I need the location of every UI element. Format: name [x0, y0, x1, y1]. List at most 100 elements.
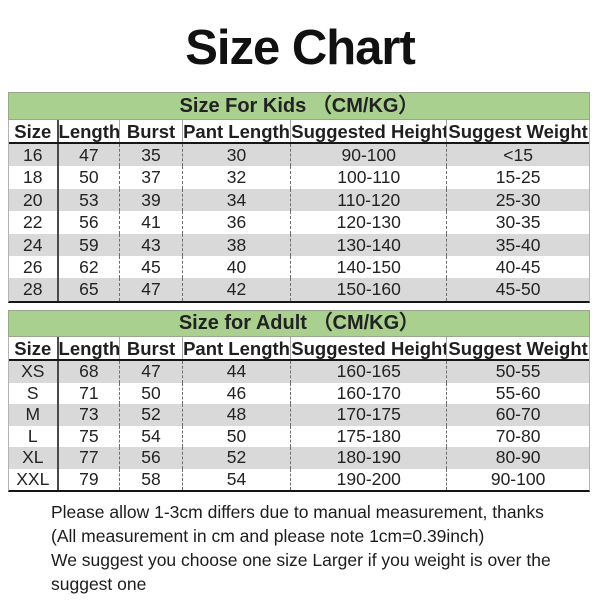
table-cell: 47: [56, 144, 120, 167]
table-cell: L: [27, 425, 38, 446]
table-cell: 39: [119, 188, 182, 212]
adult-size-table: Size for Adult （CM/KG） Size Length Burst…: [8, 310, 590, 492]
table-cell: 160-170: [290, 382, 446, 404]
table-cell: 65: [56, 278, 120, 301]
table-cell: 140-150: [290, 255, 446, 279]
table-cell: 58: [119, 468, 182, 490]
table-cell: 80-90: [446, 447, 589, 469]
table-cell: 28: [23, 279, 43, 300]
table-cell: XL: [22, 447, 44, 467]
table-cell: 40-45: [446, 255, 589, 279]
table-cell: 47: [119, 278, 182, 301]
table-cell: 53: [56, 188, 120, 212]
table-cell: S: [26, 382, 39, 403]
table-cell: 20: [23, 189, 43, 210]
table-cell: 77: [56, 447, 120, 469]
table-cell: 47: [119, 361, 182, 383]
column-header-length: Length: [56, 120, 120, 142]
table-cell: 180-190: [290, 447, 446, 469]
table-row: 22 56 41 36 120-130 30-35: [9, 211, 589, 234]
table-cell: 73: [56, 404, 120, 426]
column-header-suggest-weight: Suggest Weight: [446, 120, 589, 142]
table-cell: 32: [181, 166, 290, 189]
table-cell: 175-180: [290, 425, 446, 447]
kids-size-table: Size For Kids （CM/KG） Size Length Burst …: [8, 92, 590, 303]
table-cell: 38: [181, 233, 290, 256]
column-header-suggested-height: Suggested Height: [290, 120, 447, 142]
table-cell: 34: [181, 188, 290, 212]
table-cell: 16: [23, 145, 43, 165]
table-cell: 30-35: [446, 211, 589, 234]
column-header-burst: Burst: [119, 337, 182, 359]
table-cell: 54: [119, 425, 182, 447]
table-row: 24 59 43 38 130-140 35-40: [9, 233, 589, 256]
column-header-pant-length: Pant Length: [181, 337, 290, 359]
table-cell: 190-200: [290, 468, 446, 490]
table-cell: 43: [119, 233, 182, 256]
table-cell: 75: [56, 425, 120, 447]
table-cell: XS: [21, 361, 45, 381]
table-cell: 100-110: [290, 166, 446, 189]
column-header-size: Size: [14, 338, 52, 359]
measurement-notes: Please allow 1-3cm differs due to manual…: [51, 500, 591, 596]
table-cell: 160-165: [290, 361, 446, 383]
table-cell: 150-160: [290, 278, 446, 301]
kids-table-banner: Size For Kids （CM/KG）: [8, 92, 590, 120]
table-cell: 35-40: [446, 233, 589, 256]
table-cell: 68: [56, 361, 120, 383]
table-cell: 37: [119, 166, 182, 189]
table-cell: XXL: [16, 468, 50, 489]
adult-table-body: Size Length Burst Pant Length Suggested …: [8, 337, 590, 492]
adult-header-row: Size Length Burst Pant Length Suggested …: [9, 337, 589, 361]
table-cell: 25-30: [446, 188, 589, 212]
table-row: 20 53 39 34 110-120 25-30: [9, 188, 589, 212]
table-cell: 52: [119, 404, 182, 426]
table-cell: 22: [23, 212, 43, 233]
table-cell: 90-100: [290, 144, 446, 167]
table-cell: <15: [446, 144, 589, 167]
table-cell: 36: [181, 211, 290, 234]
column-header-pant-length: Pant Length: [181, 120, 290, 142]
table-cell: 18: [23, 167, 43, 188]
note-line: (All measurement in cm and please note 1…: [51, 526, 485, 546]
table-cell: 45: [119, 255, 182, 279]
column-header-length: Length: [56, 337, 120, 359]
table-row: 18 50 37 32 100-110 15-25: [9, 166, 589, 189]
table-cell: 15-25: [446, 166, 589, 189]
table-cell: 50: [119, 382, 182, 404]
column-header-suggested-height: Suggested Height: [290, 337, 447, 359]
table-cell: 45-50: [446, 278, 589, 301]
note-line: Please allow 1-3cm differs due to manual…: [51, 502, 544, 522]
table-cell: 70-80: [446, 425, 589, 447]
table-cell: 71: [56, 382, 120, 404]
table-cell: 50: [56, 166, 120, 189]
table-cell: M: [25, 404, 41, 424]
table-cell: 59: [56, 233, 120, 256]
table-cell: 52: [181, 447, 290, 469]
table-cell: 24: [23, 234, 43, 255]
kids-table-body: Size Length Burst Pant Length Suggested …: [8, 120, 590, 303]
table-cell: 79: [56, 468, 120, 490]
note-line: We suggest you choose one size Larger if…: [51, 550, 551, 594]
table-cell: 35: [119, 144, 182, 167]
table-cell: 48: [181, 404, 290, 426]
table-row: XS 68 47 44 160-165 50-55: [9, 361, 589, 383]
table-cell: 62: [56, 255, 120, 279]
column-header-burst: Burst: [119, 120, 182, 142]
table-cell: 42: [181, 278, 290, 301]
kids-header-row: Size Length Burst Pant Length Suggested …: [9, 120, 589, 144]
table-cell: 54: [181, 468, 290, 490]
table-cell: 41: [119, 211, 182, 234]
table-row: 26 62 45 40 140-150 40-45: [9, 255, 589, 279]
table-row: 16 47 35 30 90-100 <15: [9, 144, 589, 167]
table-cell: 46: [181, 382, 290, 404]
table-cell: 50: [181, 425, 290, 447]
table-cell: 55-60: [446, 382, 589, 404]
table-cell: 44: [181, 361, 290, 383]
table-row: M 73 52 48 170-175 60-70: [9, 404, 589, 426]
table-row: XXL 79 58 54 190-200 90-100: [9, 468, 589, 490]
table-cell: 60-70: [446, 404, 589, 426]
table-cell: 40: [181, 255, 290, 279]
table-row: XL 77 56 52 180-190 80-90: [9, 447, 589, 469]
